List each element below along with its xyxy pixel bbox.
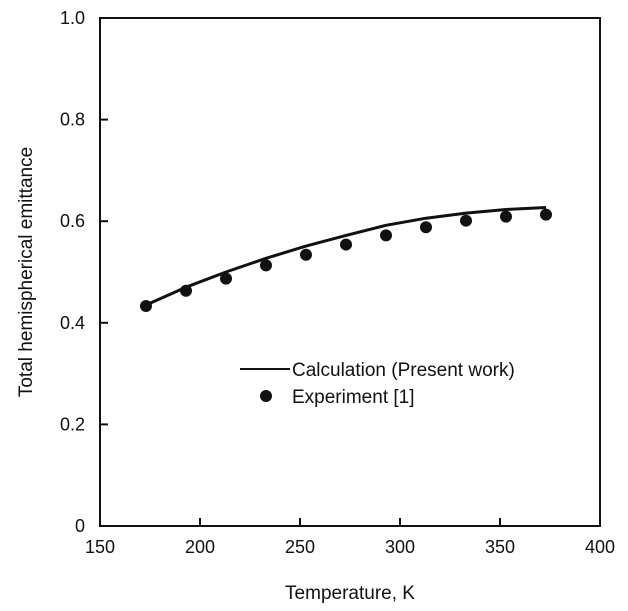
- x-tick-label: 250: [285, 537, 315, 557]
- x-tick-label: 200: [185, 537, 215, 557]
- experiment-data-point: [300, 248, 312, 261]
- experiment-data-point: [380, 229, 392, 242]
- y-axis-title: Total hemispherical emittance: [16, 147, 37, 397]
- experiment-data-point: [220, 272, 232, 285]
- x-tick-label: 350: [485, 537, 515, 557]
- y-tick-label: 0.2: [60, 414, 85, 434]
- experiment-data-point: [540, 208, 552, 221]
- x-axis-title: Temperature, K: [285, 583, 415, 604]
- y-tick-label: 0: [75, 516, 85, 536]
- legend: Calculation (Present work) Experiment [1…: [240, 360, 515, 408]
- plot-area-frame: [99, 17, 601, 527]
- y-tick-label: 0.6: [60, 211, 85, 231]
- x-tick-label: 400: [585, 537, 615, 557]
- x-tick-label: 300: [385, 537, 415, 557]
- y-tick-label: 0.4: [60, 313, 85, 333]
- y-tick-label: 1.0: [60, 8, 85, 28]
- experiment-data-point: [180, 284, 192, 297]
- y-tick-label: 0.8: [60, 110, 85, 130]
- experiment-data-point: [460, 214, 472, 227]
- legend-label-experiment: Experiment [1]: [292, 387, 415, 408]
- y-axis-ticks: 0 0.2 0.4 0.6 0.8 1.0: [60, 8, 108, 536]
- experiment-data-point: [140, 300, 152, 313]
- x-tick-label: 150: [85, 537, 115, 557]
- x-axis-ticks: 150 200 250 300 350 400: [85, 518, 615, 557]
- legend-marker-swatch: [260, 390, 272, 402]
- calculation-series-line: [145, 206, 547, 307]
- experiment-data-point: [260, 259, 272, 272]
- series-layer: [140, 206, 552, 313]
- experiment-data-point: [500, 210, 512, 223]
- experiment-data-point: [340, 238, 352, 251]
- experiment-data-point: [420, 221, 432, 234]
- legend-label-calculation: Calculation (Present work): [292, 360, 515, 381]
